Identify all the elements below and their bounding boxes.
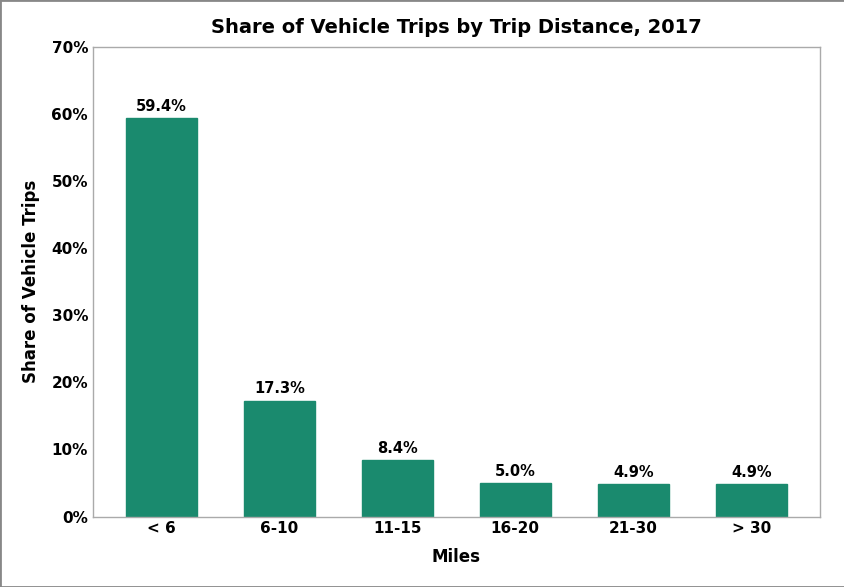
Bar [361,460,432,517]
Bar [479,483,550,517]
Bar [244,400,314,517]
Text: 5.0%: 5.0% [495,464,535,479]
Y-axis label: Share of Vehicle Trips: Share of Vehicle Trips [22,180,41,383]
Text: 17.3%: 17.3% [253,382,305,396]
Bar [598,484,668,517]
Text: 59.4%: 59.4% [136,99,187,114]
Bar [126,118,197,517]
Bar [715,484,786,517]
Text: 8.4%: 8.4% [376,441,417,456]
Title: Share of Vehicle Trips by Trip Distance, 2017: Share of Vehicle Trips by Trip Distance,… [211,18,701,37]
Text: 4.9%: 4.9% [730,465,771,480]
Text: 4.9%: 4.9% [612,465,652,480]
X-axis label: Miles: Miles [431,548,480,565]
